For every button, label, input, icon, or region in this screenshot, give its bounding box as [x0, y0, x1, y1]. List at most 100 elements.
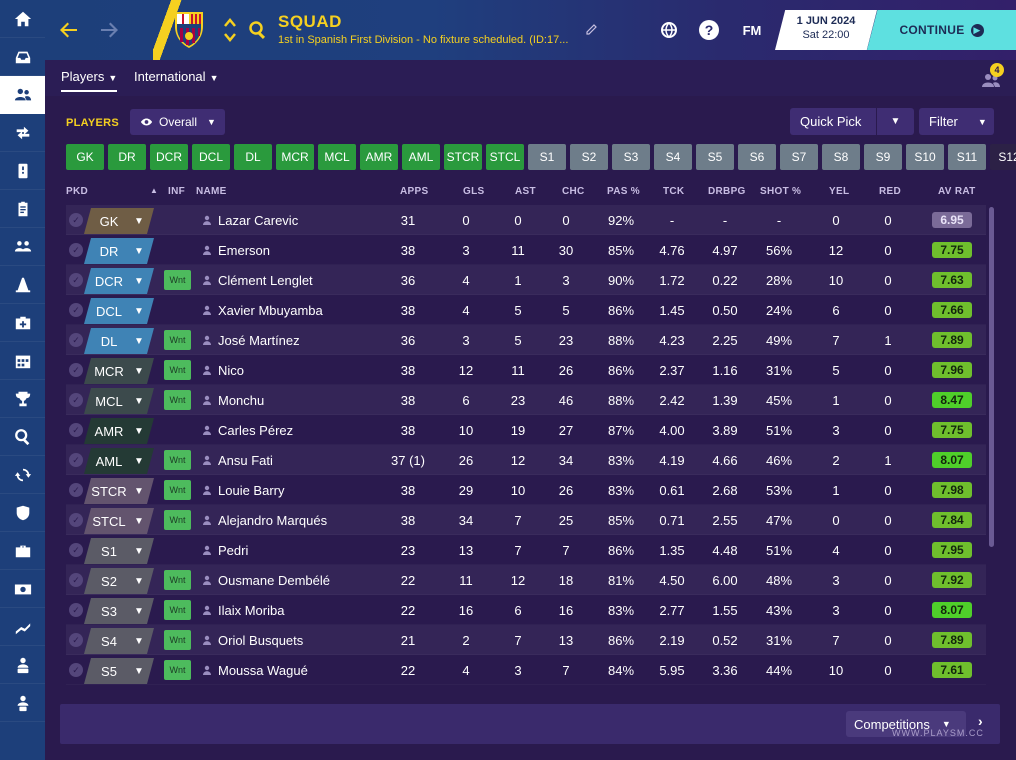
inf-wanted-tag[interactable]: Wnt [164, 360, 191, 380]
position-tab-s2[interactable]: S2 [570, 144, 608, 170]
filter-button[interactable]: Filter ▼ [919, 108, 994, 135]
view-selector-dropdown[interactable]: Overall ▼ [130, 109, 225, 135]
position-selector[interactable]: DL ▼ [84, 328, 154, 354]
inf-wanted-tag[interactable]: Wnt [164, 480, 191, 500]
sidebar-dynamics[interactable] [0, 114, 45, 152]
check-icon[interactable]: ✓ [69, 483, 83, 497]
col-avrat[interactable]: AV RAT [938, 186, 976, 197]
player-name[interactable]: Monchu [218, 392, 265, 408]
position-tab-s5[interactable]: S5 [696, 144, 734, 170]
inf-wanted-tag[interactable]: Wnt [164, 570, 191, 590]
sidebar-home[interactable] [0, 0, 45, 38]
player-name[interactable]: Pedri [218, 542, 249, 558]
header-search-icon[interactable] [248, 20, 268, 40]
position-tab-s10[interactable]: S10 [906, 144, 944, 170]
sidebar-club-info[interactable] [0, 494, 45, 532]
player-name[interactable]: Lazar Carevic [218, 212, 299, 228]
club-switch-icon[interactable] [223, 16, 237, 44]
position-selector[interactable]: S2 ▼ [84, 568, 154, 594]
col-chc[interactable]: CHC [562, 186, 585, 197]
position-selector[interactable]: AML ▼ [84, 448, 154, 474]
player-name[interactable]: José Martínez [218, 332, 300, 348]
table-row[interactable]: ✓ DCR ▼ Wnt Clément Lenglet 36 4 1 3 90% 1.72 0.22 2… [66, 265, 986, 295]
continue-button[interactable]: CONTINUE ▶ [867, 10, 1016, 50]
sidebar-scouting[interactable] [0, 418, 45, 456]
forward-button[interactable] [97, 18, 121, 42]
check-icon[interactable]: ✓ [69, 273, 83, 287]
player-name[interactable]: Oriol Busquets [218, 632, 304, 648]
position-tab-dcr[interactable]: DCR [150, 144, 188, 170]
col-gls[interactable]: GLS [463, 186, 485, 197]
check-icon[interactable]: ✓ [69, 573, 83, 587]
player-name[interactable]: Alejandro Marqués [218, 512, 328, 528]
col-apps[interactable]: APPS [400, 186, 429, 197]
table-scrollbar[interactable] [989, 207, 994, 547]
position-tab-amr[interactable]: AMR [360, 144, 398, 170]
check-icon[interactable]: ✓ [69, 213, 83, 227]
check-icon[interactable]: ✓ [69, 453, 83, 467]
position-selector[interactable]: S4 ▼ [84, 628, 154, 654]
player-name[interactable]: Louie Barry [218, 482, 285, 498]
position-tab-dcl[interactable]: DCL [192, 144, 230, 170]
quick-pick-button[interactable]: Quick Pick ▼ [790, 108, 914, 135]
position-tab-s11[interactable]: S11 [948, 144, 986, 170]
table-row[interactable]: ✓ STCL ▼ Wnt Alejandro Marqués 38 34 7 25 85% 0.71… [66, 505, 986, 535]
table-row[interactable]: ✓ MCL ▼ Wnt Monchu 38 6 23 46 88% 2.42 1.39 45% 1 0 8.4… [66, 385, 986, 415]
inf-wanted-tag[interactable]: Wnt [164, 390, 191, 410]
position-selector[interactable]: MCL ▼ [84, 388, 154, 414]
table-row[interactable]: ✓ DCL ▼ Xavier Mbuyamba 38 4 5 5 86% 1.45 0.50 24% 6… [66, 295, 986, 325]
position-selector[interactable]: STCL ▼ [84, 508, 154, 534]
sidebar-u19[interactable] [0, 646, 45, 684]
player-name[interactable]: Ousmane Dembélé [218, 572, 330, 588]
check-icon[interactable]: ✓ [69, 333, 83, 347]
sidebar-schedule[interactable] [0, 342, 45, 380]
inf-wanted-tag[interactable]: Wnt [164, 450, 191, 470]
tab-international[interactable]: International ▼ [134, 69, 218, 84]
col-pas[interactable]: PAS % [607, 186, 640, 197]
col-tck[interactable]: TCK [663, 186, 685, 197]
position-tab-s12[interactable]: S12 [990, 144, 1016, 170]
table-row[interactable]: ✓ S5 ▼ Wnt Moussa Wagué 22 4 3 7 84% 5.95 3.36 44% 10… [66, 655, 986, 685]
player-name[interactable]: Emerson [218, 242, 271, 258]
position-tab-s3[interactable]: S3 [612, 144, 650, 170]
player-name[interactable]: Xavier Mbuyamba [218, 302, 323, 318]
position-selector[interactable]: S3 ▼ [84, 598, 154, 624]
col-name[interactable]: NAME [196, 186, 227, 197]
back-button[interactable] [57, 18, 81, 42]
player-name[interactable]: Carles Pérez [218, 422, 294, 438]
col-shot[interactable]: SHOT % [760, 186, 802, 197]
table-row[interactable]: ✓ S3 ▼ Wnt Ilaix Moriba 22 16 6 16 83% 2.77 1.55 43%… [66, 595, 986, 625]
sidebar-medical[interactable] [0, 304, 45, 342]
inf-wanted-tag[interactable]: Wnt [164, 660, 191, 680]
table-row[interactable]: ✓ S1 ▼ Pedri 23 13 7 7 86% 1.35 4.48 51% 4 0 7.95 [66, 535, 986, 565]
sidebar-dev-centre[interactable] [0, 608, 45, 646]
inf-wanted-tag[interactable]: Wnt [164, 510, 191, 530]
position-tab-s8[interactable]: S8 [822, 144, 860, 170]
player-name[interactable]: Nico [218, 362, 245, 378]
position-selector[interactable]: DCR ▼ [84, 268, 154, 294]
position-selector[interactable]: AMR ▼ [84, 418, 154, 444]
fm-menu-button[interactable]: FM [742, 22, 762, 38]
position-selector[interactable]: DCL ▼ [84, 298, 154, 324]
position-tab-stcr[interactable]: STCR [444, 144, 482, 170]
table-row[interactable]: ✓ AMR ▼ Carles Pérez 38 10 19 27 87% 4.00 3.89 51% 3… [66, 415, 986, 445]
position-selector[interactable]: DR ▼ [84, 238, 154, 264]
position-tab-aml[interactable]: AML [402, 144, 440, 170]
position-selector[interactable]: MCR ▼ [84, 358, 154, 384]
check-icon[interactable]: ✓ [69, 633, 83, 647]
position-tab-dl[interactable]: DL [234, 144, 272, 170]
inf-wanted-tag[interactable]: Wnt [164, 330, 191, 350]
col-inf[interactable]: INF [168, 186, 186, 197]
player-name[interactable]: Ilaix Moriba [218, 602, 285, 618]
sidebar-inbox[interactable] [0, 38, 45, 76]
position-tab-stcl[interactable]: STCL [486, 144, 524, 170]
chevron-down-icon[interactable]: ▼ [876, 108, 914, 135]
table-row[interactable]: ✓ GK ▼ Lazar Carevic 31 0 0 0 92% - - - 0 0 6.95 [66, 205, 986, 235]
position-tab-dr[interactable]: DR [108, 144, 146, 170]
col-pkd[interactable]: PKD [66, 186, 89, 197]
sidebar-reports[interactable] [0, 190, 45, 228]
inf-wanted-tag[interactable]: Wnt [164, 270, 191, 290]
table-row[interactable]: ✓ MCR ▼ Wnt Nico 38 12 11 26 86% 2.37 1.16 31% 5 0 7.96 [66, 355, 986, 385]
table-row[interactable]: ✓ S2 ▼ Wnt Ousmane Dembélé 22 11 12 18 81% 4.50 6.0… [66, 565, 986, 595]
col-ast[interactable]: AST [515, 186, 536, 197]
